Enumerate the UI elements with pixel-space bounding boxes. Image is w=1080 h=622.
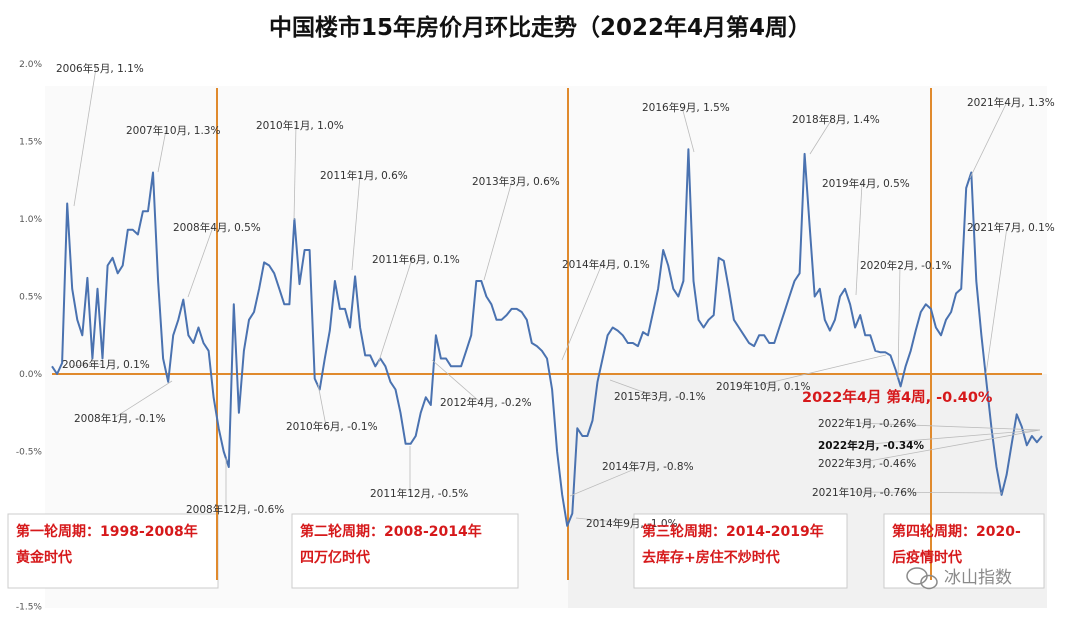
annotation-leader — [157, 129, 167, 173]
annotation-leader — [293, 124, 297, 221]
data-label-annotation: 2021年7月, 0.1% — [967, 221, 1055, 234]
data-label-annotation: 2010年6月, -0.1% — [286, 420, 378, 433]
data-label-annotation: 2012年4月, -0.2% — [440, 396, 532, 409]
annotation-leader — [857, 422, 1041, 431]
y-tick-label: -1.5% — [16, 603, 43, 613]
annotation-leader — [113, 380, 173, 419]
y-tick-label: 0.5% — [19, 293, 42, 303]
cycle-label-line1: 第一轮周期：1998-2008年 — [16, 523, 198, 540]
data-label-annotation: 2010年1月, 1.0% — [256, 119, 344, 132]
data-label-annotation: 2006年5月, 1.1% — [56, 62, 144, 75]
annotation-leader — [809, 118, 833, 155]
cycle-label-line2: 去库存+房住不炒时代 — [642, 549, 780, 566]
data-label-annotation: 2008年4月, 0.5% — [173, 221, 261, 234]
data-label-annotation: 2022年2月, -0.34% — [818, 439, 924, 452]
data-label-annotation: 2018年8月, 1.4% — [792, 113, 880, 126]
y-tick-label: 0.0% — [19, 370, 42, 380]
annotation-leader — [851, 491, 1003, 494]
y-tick-label: 1.5% — [19, 138, 42, 148]
annotation-leader — [317, 383, 327, 427]
cycle-box — [7, 513, 219, 589]
data-label-annotation: 2019年4月, 0.5% — [822, 177, 910, 190]
annotation-leader — [431, 359, 481, 403]
data-label-annotation: 2022年3月, -0.46% — [818, 457, 916, 470]
wechat-icon-bubble — [920, 574, 938, 590]
cycle-label-line1: 第三轮周期：2014-2019年 — [642, 523, 824, 540]
cycle-box — [633, 513, 848, 589]
data-label-annotation: 2021年10月, -0.76% — [812, 486, 917, 499]
current-value-label: 2022年4月 第4周, -0.40% — [802, 388, 993, 406]
annotation-leader — [575, 517, 627, 524]
y-tick-label: 2.0% — [19, 60, 42, 70]
data-label-annotation: 2021年4月, 1.3% — [967, 96, 1055, 109]
annotation-leader — [755, 354, 887, 387]
annotation-leader — [681, 106, 695, 153]
watermark: 冰山指数 — [906, 567, 1012, 590]
cycle-label-line1: 第二轮周期：2008-2014年 — [300, 523, 482, 540]
data-label-annotation: 2011年1月, 0.6% — [320, 169, 408, 182]
annotation-leader — [187, 226, 214, 298]
annotation-leader — [855, 182, 863, 296]
annotation-leader — [351, 174, 361, 271]
cycle-label-line2: 后疫情时代 — [892, 549, 962, 566]
data-label-annotation: 2014年9月, -1.0% — [586, 517, 678, 530]
annotation-leader — [71, 363, 103, 367]
cycle-label-line1: 第四轮周期：2020- — [892, 523, 1021, 540]
data-label-annotation: 2008年1月, -0.1% — [74, 412, 166, 425]
annotation-leader — [609, 379, 655, 397]
data-label-annotation: 2011年6月, 0.1% — [372, 253, 460, 266]
annotation-leader — [483, 180, 513, 281]
annotation-leader — [897, 264, 901, 379]
data-label-annotation: 2007年10月, 1.3% — [126, 124, 220, 137]
series-line — [51, 148, 1043, 527]
cycle-box — [291, 513, 519, 589]
data-label-annotation: 2022年1月, -0.26% — [818, 417, 916, 430]
cycle-label-line2: 四万亿时代 — [300, 549, 370, 566]
data-label-annotation: 2011年12月, -0.5% — [370, 487, 468, 500]
annotation-leader — [561, 263, 603, 361]
data-label-annotation: 2019年10月, 0.1% — [716, 380, 810, 393]
data-label-annotation: 2014年4月, 0.1% — [562, 258, 650, 271]
watermark-text: 冰山指数 — [944, 568, 1012, 588]
annotation-leader — [985, 226, 1008, 375]
y-tick-label: 1.0% — [19, 215, 42, 225]
data-label-annotation: 2016年9月, 1.5% — [642, 101, 730, 114]
data-label-annotation: 2015年3月, -0.1% — [614, 390, 706, 403]
data-label-annotation: 2013年3月, 0.6% — [472, 175, 560, 188]
cycle-box — [883, 513, 1045, 589]
annotation-leader — [377, 258, 413, 365]
data-label-annotation: 2020年2月, -0.1% — [860, 259, 952, 272]
y-tick-label: -0.5% — [16, 448, 43, 458]
data-label-annotation: 2014年7月, -0.8% — [602, 460, 694, 473]
chart-title: 中国楼市15年房价月环比走势（2022年4月第4周） — [268, 15, 812, 41]
data-label-annotation: 2006年1月, 0.1% — [62, 358, 150, 371]
annotation-leader — [969, 101, 1008, 179]
annotation-leader — [73, 67, 97, 207]
data-label-annotation: 2008年12月, -0.6% — [186, 503, 284, 516]
annotation-leader — [857, 429, 1041, 446]
annotation-leader — [857, 429, 1041, 464]
annotation-leader — [569, 465, 643, 497]
cycle-label-line2: 黄金时代 — [16, 549, 72, 566]
